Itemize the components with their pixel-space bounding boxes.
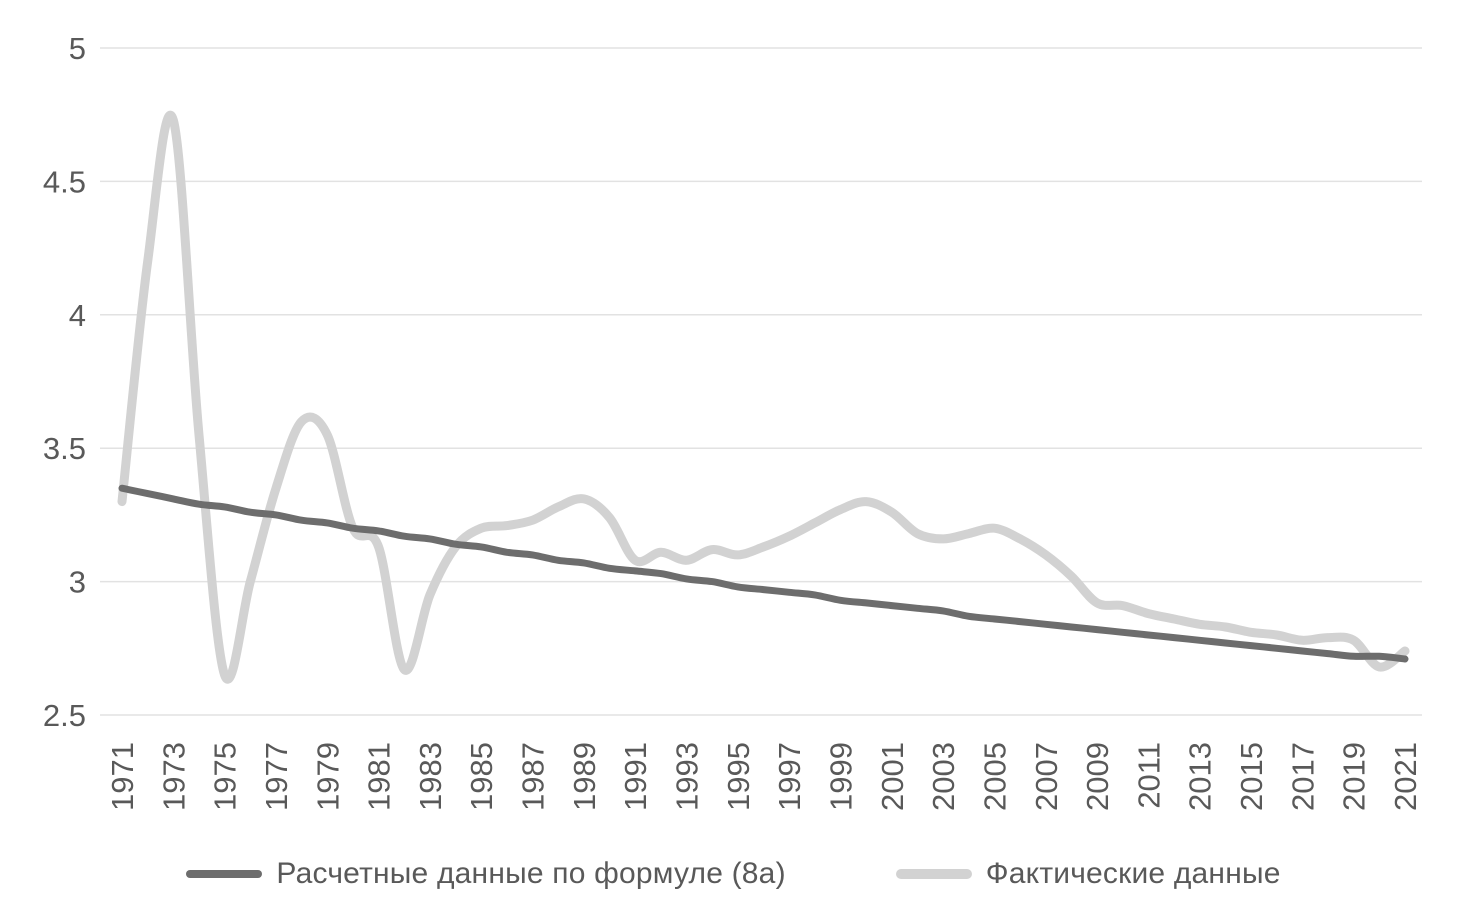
legend-item-actual: Фактические данные — [895, 857, 1281, 891]
x-axis-tick-label: 1999 — [823, 742, 858, 811]
x-axis-tick-label: 1977 — [259, 742, 294, 811]
series-actual-line — [117, 110, 1410, 684]
x-axis-tick-label: 1971 — [105, 742, 140, 811]
series-calculated-line — [118, 484, 1409, 663]
x-axis-tick-label: 1997 — [772, 742, 807, 811]
legend-item-calculated: Расчетные данные по формуле (8а) — [186, 857, 786, 891]
x-axis-tick-label: 2001 — [875, 742, 910, 811]
y-axis-tick-label: 4.5 — [43, 164, 86, 199]
x-axis-tick-label: 1993 — [670, 742, 705, 811]
x-axis-tick-label: 1979 — [310, 742, 345, 811]
x-axis-tick-label: 1981 — [362, 742, 397, 811]
y-axis-tick-label: 5 — [69, 31, 86, 66]
y-axis-tick-label: 3.5 — [43, 431, 86, 466]
x-axis-tick-label: 2003 — [926, 742, 961, 811]
x-axis-tick-label: 2019 — [1337, 742, 1372, 811]
chart-legend: Расчетные данные по формуле (8а) Фактиче… — [0, 857, 1467, 891]
x-axis-tick-label: 1995 — [721, 742, 756, 811]
y-axis-tick-label: 2.5 — [43, 698, 86, 733]
legend-label-calculated: Расчетные данные по формуле (8а) — [276, 857, 786, 890]
y-axis-tick-label: 4 — [69, 298, 86, 333]
legend-label-actual: Фактические данные — [985, 857, 1281, 890]
x-axis-tick-label: 2011 — [1131, 742, 1166, 809]
x-axis-tick-label: 1985 — [464, 742, 499, 811]
x-axis-tick-label: 1975 — [208, 742, 243, 811]
legend-swatch-actual-line — [895, 869, 972, 879]
x-axis-tick-label: 1989 — [567, 742, 602, 811]
x-axis-tick-label: 2015 — [1234, 742, 1269, 811]
x-axis-tick-label: 2017 — [1285, 742, 1320, 811]
x-axis-tick-label: 2005 — [977, 742, 1012, 811]
y-axis-tick-label: 3 — [69, 565, 86, 600]
x-axis-tick-label: 2013 — [1183, 742, 1218, 811]
x-axis-tick-label: 1973 — [156, 742, 191, 811]
x-axis-tick-label: 2009 — [1080, 742, 1115, 811]
x-axis-tick-label: 2021 — [1388, 742, 1423, 811]
x-axis-tick-label: 1987 — [516, 742, 551, 811]
x-axis-tick-label: 1983 — [413, 742, 448, 811]
x-axis-tick-label: 1991 — [618, 742, 653, 811]
legend-swatch-calculated-line — [186, 870, 263, 878]
x-axis-tick-label: 2007 — [1029, 742, 1064, 811]
